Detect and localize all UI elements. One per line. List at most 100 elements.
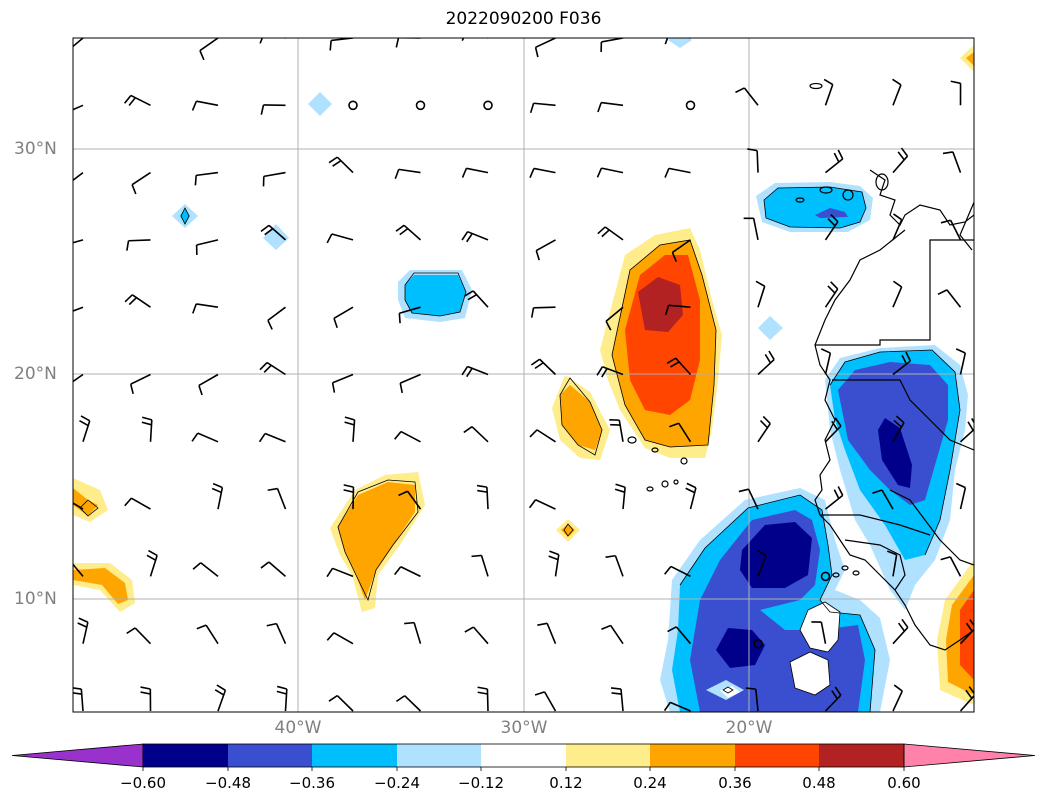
wind-barb-flag: [129, 383, 134, 395]
wind-barb-shaft: [675, 626, 692, 645]
colorbar-segment: [650, 744, 735, 767]
wind-barb-shaft: [671, 239, 691, 254]
wind-barb-flag: [267, 487, 278, 492]
wind-barb-flag: [820, 348, 831, 354]
anomaly-region: [561, 524, 575, 537]
wind-barb-shaft: [892, 554, 898, 577]
wind-barb-shaft: [399, 373, 421, 384]
wind-barb-flag: [830, 213, 839, 223]
wind-barb-shaft: [601, 38, 624, 43]
anomaly-region: [668, 38, 692, 48]
wind-barb-flag: [745, 687, 756, 690]
colorbar-tick-label: −0.60: [120, 774, 166, 792]
wind-barb-shaft: [130, 497, 151, 510]
wind-barb-flag: [664, 168, 670, 178]
wind-barb-flag: [329, 40, 332, 51]
wind-barb-shaft: [952, 151, 962, 173]
wind-barb-flag: [328, 156, 338, 164]
wind-barb-shaft: [131, 294, 151, 308]
wind-barb-flag: [477, 691, 488, 695]
wind-barb-shaft: [892, 286, 903, 308]
wind-barb-flag: [738, 488, 749, 493]
wind-barb-shaft: [960, 38, 963, 39]
wind-barb-shaft: [149, 419, 153, 442]
wind-barb-shaft: [892, 626, 909, 645]
anomaly-region: [73, 568, 128, 604]
wind-barb-flag: [827, 285, 836, 294]
wind-barb-flag: [901, 354, 908, 365]
colorbar-tick-label: −0.12: [458, 774, 504, 792]
wind-barb-flag: [596, 366, 604, 376]
wind-barb-shaft: [467, 365, 489, 376]
colorbar-tick-label: −0.36: [289, 774, 335, 792]
wind-barb-shaft: [824, 84, 834, 106]
wind-barb-shaft: [602, 366, 624, 376]
wind-barb-flag: [198, 385, 203, 396]
wind-barb-shaft: [752, 218, 759, 241]
wind-barb-shaft: [404, 695, 422, 712]
wind-barb-flag: [834, 14, 840, 22]
wind-barb-shaft: [824, 425, 842, 443]
wind-barb-shaft: [467, 230, 489, 241]
wind-barb-flag: [63, 114, 65, 124]
wind-barb-flag: [332, 159, 342, 167]
wind-barb-shaft: [333, 632, 354, 645]
wind-barb-flag: [967, 421, 974, 431]
wind-barb-shaft: [134, 627, 152, 645]
wind-barb-flag: [940, 556, 951, 561]
wind-barb-flag: [755, 280, 766, 287]
wind-barb-shaft: [959, 352, 967, 375]
neutral-hole: [790, 652, 830, 695]
wind-barb-flag: [328, 694, 338, 702]
wind-barb-shaft: [668, 304, 691, 308]
wind-barb-flag: [666, 357, 677, 364]
wind-barb-flag: [141, 421, 152, 426]
wind-barb-shaft: [675, 357, 692, 376]
wind-barb-flag: [601, 624, 611, 631]
wind-barb-shaft: [601, 167, 624, 174]
wind-barb-flag: [60, 560, 69, 565]
anomaly-region: [764, 187, 866, 228]
wind-barb-shaft: [73, 239, 84, 244]
wind-barb-flag: [669, 422, 679, 428]
colorbar-tick-label: −0.48: [205, 774, 251, 792]
wind-barb-shaft: [276, 488, 287, 510]
wind-barb-flag: [893, 213, 903, 221]
wind-barb-shaft: [333, 306, 354, 320]
wind-barb-flag: [398, 490, 408, 497]
anomaly-region: [405, 275, 466, 316]
wind-barb-flag: [477, 686, 488, 690]
wind-barb-flag: [537, 622, 548, 626]
anomaly-region: [966, 52, 974, 66]
wind-barb-flag: [128, 97, 136, 107]
lon-label-40w: 40°W: [274, 718, 322, 738]
wind-barb-shaft: [820, 621, 827, 644]
wind-barb-flag: [615, 483, 626, 488]
map-frame: [72, 37, 975, 713]
wind-barb-flag: [77, 622, 88, 628]
wind-barb-shaft: [267, 306, 286, 322]
lon-label-20w: 20°W: [725, 718, 773, 738]
wind-barb-shaft: [130, 94, 151, 107]
colorbar-tick-label: 0.12: [549, 774, 583, 792]
wind-barb-flag: [148, 549, 158, 557]
wind-barb-flag: [80, 415, 91, 422]
wind-barb-flag: [126, 240, 130, 251]
anomaly-region: [638, 277, 683, 332]
anomaly-region: [716, 628, 765, 668]
colorbar-tick-label: −0.24: [374, 774, 420, 792]
wind-barb-shaft: [400, 566, 421, 578]
calm-wind-marker: [820, 571, 831, 582]
wind-barb-shaft: [825, 158, 844, 174]
wind-barb-flag: [331, 382, 336, 393]
wind-barb-flag: [66, 52, 71, 61]
wind-barb-flag: [610, 687, 622, 690]
wind-barb-flag: [534, 362, 544, 370]
wind-barb-shaft: [543, 691, 557, 712]
wind-barb-flag: [394, 431, 402, 440]
wind-barb-flag: [260, 104, 265, 115]
wind-barb-shaft: [73, 38, 84, 48]
wind-barb-flag: [671, 252, 678, 262]
calm-wind-marker: [753, 638, 763, 649]
wind-barb-flag: [463, 426, 473, 434]
